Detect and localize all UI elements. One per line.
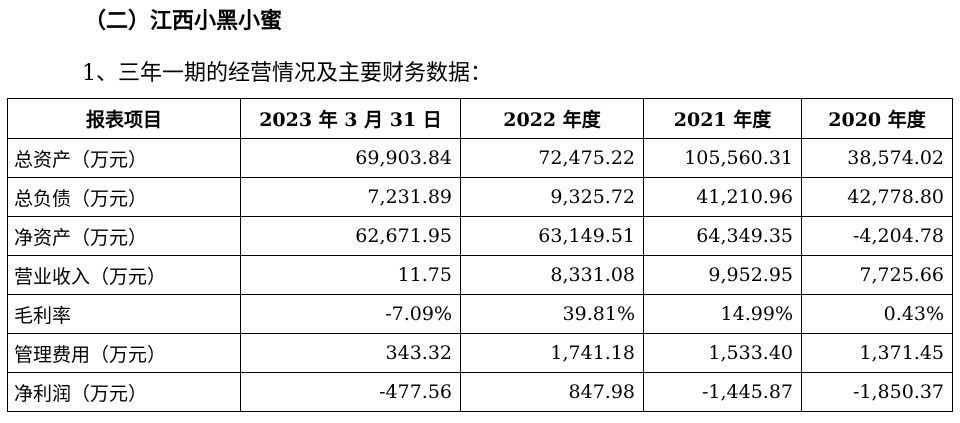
table-header-row: 报表项目 2023 年 3 月 31 日 2022 年度 2021 年度 202… <box>7 98 953 139</box>
table-cell: 42,778.80 <box>801 177 953 217</box>
financial-data-table: 报表项目 2023 年 3 月 31 日 2022 年度 2021 年度 202… <box>7 98 953 412</box>
table-row: 毛利率 -7.09% 39.81% 14.99% 0.43% <box>7 294 953 334</box>
table-cell: 39.81% <box>460 294 644 334</box>
table-cell: 62,671.95 <box>240 216 461 256</box>
table-row: 净利润（万元） -477.56 847.98 -1,445.87 -1,850.… <box>7 372 953 412</box>
row-label: 营业收入（万元） <box>7 255 241 295</box>
table-cell: 7,231.89 <box>240 177 461 217</box>
table-row: 总资产（万元） 69,903.84 72,475.22 105,560.31 3… <box>7 138 953 178</box>
table-cell: 38,574.02 <box>801 138 953 178</box>
table-cell: 1,741.18 <box>460 333 644 373</box>
table-cell: 0.43% <box>801 294 953 334</box>
table-cell: -477.56 <box>240 372 461 412</box>
table-cell: 72,475.22 <box>460 138 644 178</box>
column-header-2023q1: 2023 年 3 月 31 日 <box>240 98 461 139</box>
row-label: 管理费用（万元） <box>7 333 241 373</box>
table-cell: 8,331.08 <box>460 255 644 295</box>
table-cell: 69,903.84 <box>240 138 461 178</box>
table-cell: -1,445.87 <box>643 372 802 412</box>
table-cell: -1,850.37 <box>801 372 953 412</box>
table-cell: -4,204.78 <box>801 216 953 256</box>
row-label: 净资产（万元） <box>7 216 241 256</box>
table-row: 管理费用（万元） 343.32 1,741.18 1,533.40 1,371.… <box>7 333 953 373</box>
table-cell: 14.99% <box>643 294 802 334</box>
table-cell: 41,210.96 <box>643 177 802 217</box>
column-header-2021: 2021 年度 <box>643 98 802 139</box>
table-cell: 64,349.35 <box>643 216 802 256</box>
column-header-2022: 2022 年度 <box>460 98 644 139</box>
row-label: 总负债（万元） <box>7 177 241 217</box>
table-row: 营业收入（万元） 11.75 8,331.08 9,952.95 7,725.6… <box>7 255 953 295</box>
column-header-2020: 2020 年度 <box>801 98 953 139</box>
table-cell: 7,725.66 <box>801 255 953 295</box>
table-cell: 105,560.31 <box>643 138 802 178</box>
table-cell: 9,952.95 <box>643 255 802 295</box>
table-cell: 343.32 <box>240 333 461 373</box>
column-header-item: 报表项目 <box>7 98 241 139</box>
row-label: 总资产（万元） <box>7 138 241 178</box>
row-label: 净利润（万元） <box>7 372 241 412</box>
table-cell: 1,533.40 <box>643 333 802 373</box>
table-row: 总负债（万元） 7,231.89 9,325.72 41,210.96 42,7… <box>7 177 953 217</box>
section-title: （二）江西小黑小蜜 <box>84 9 283 34</box>
table-cell: 63,149.51 <box>460 216 644 256</box>
table-cell: -7.09% <box>240 294 461 334</box>
subsection-title: 1、三年一期的经营情况及主要财务数据： <box>82 61 492 86</box>
table-cell: 1,371.45 <box>801 333 953 373</box>
table-cell: 11.75 <box>240 255 461 295</box>
table-cell: 9,325.72 <box>460 177 644 217</box>
table-cell: 847.98 <box>460 372 644 412</box>
table-row: 净资产（万元） 62,671.95 63,149.51 64,349.35 -4… <box>7 216 953 256</box>
row-label: 毛利率 <box>7 294 241 334</box>
